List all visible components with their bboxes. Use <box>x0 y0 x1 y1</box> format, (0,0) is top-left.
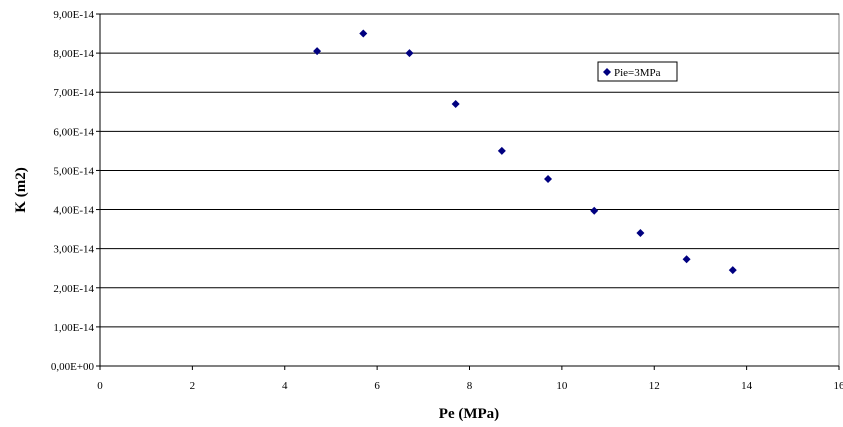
x-tick-label: 16 <box>834 380 843 392</box>
legend-marker-diamond-icon <box>603 68 611 76</box>
legend-label: Pie=3MPa <box>614 67 661 79</box>
y-tick-label: 1,00E-14 <box>53 322 94 334</box>
x-tick-label: 10 <box>556 380 568 392</box>
x-tick-label: 12 <box>649 380 660 392</box>
y-tick-label: 5,00E-14 <box>53 165 94 177</box>
data-point-diamond <box>359 29 368 38</box>
y-tick-label: 6,00E-14 <box>53 126 94 138</box>
data-point-diamond <box>451 99 460 108</box>
x-tick-label: 8 <box>467 380 473 392</box>
x-tick-label: 14 <box>741 380 753 392</box>
y-tick-label: 2,00E-14 <box>53 283 94 295</box>
data-point-diamond <box>728 266 737 275</box>
data-point-diamond <box>590 206 599 215</box>
legend: Pie=3MPa <box>597 61 678 82</box>
data-point-diamond <box>313 47 322 56</box>
x-tick-label: 0 <box>97 380 103 392</box>
x-axis-title: Pe (MPa) <box>439 406 499 422</box>
y-tick-label: 3,00E-14 <box>53 244 94 256</box>
x-axis-ticks: 0 2 4 6 8 10 12 14 16 <box>97 366 843 392</box>
data-point-diamond <box>636 229 645 238</box>
x-tick-label: 4 <box>282 380 288 392</box>
gridlines <box>100 13 839 328</box>
data-point-diamond <box>497 146 506 155</box>
y-tick-label: 9,00E-14 <box>53 9 94 21</box>
legend-box <box>597 61 678 82</box>
data-point-diamond <box>682 255 691 264</box>
y-tick-label: 4,00E-14 <box>53 205 94 217</box>
data-point-diamond <box>544 175 553 184</box>
y-tick-label: 8,00E-14 <box>53 48 94 60</box>
plot-area <box>99 13 840 367</box>
x-tick-label: 6 <box>374 380 380 392</box>
x-tick-label: 2 <box>190 380 196 392</box>
y-axis-ticks: 0,00E+00 1,00E-14 2,00E-14 3,00E-14 4,00E-14… <box>51 9 100 373</box>
y-tick-label: 7,00E-14 <box>53 87 94 99</box>
data-points <box>313 29 737 275</box>
y-axis-title: K (m2) <box>13 167 29 212</box>
data-point-diamond <box>405 49 414 58</box>
y-tick-label: 0,00E+00 <box>51 361 95 373</box>
